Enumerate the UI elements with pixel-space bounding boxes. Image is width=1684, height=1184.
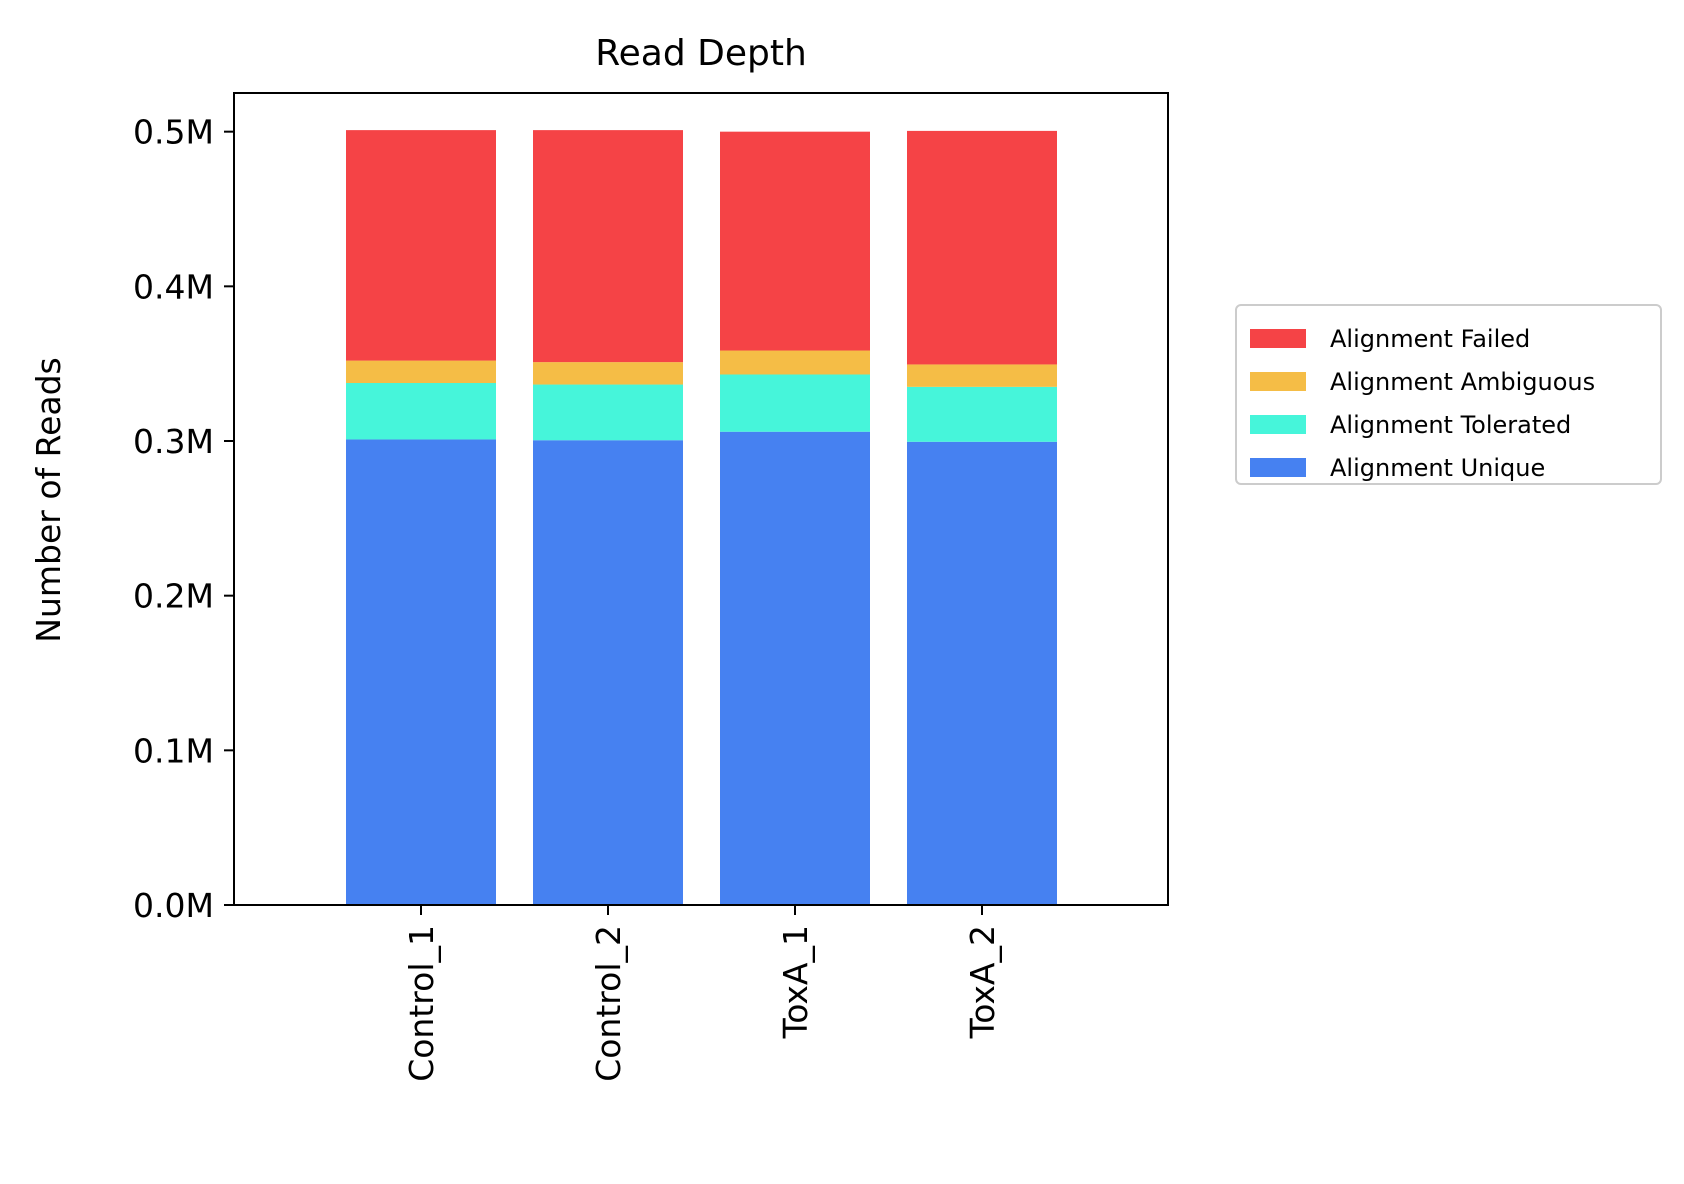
legend-label: Alignment Ambiguous — [1330, 368, 1595, 396]
legend-swatch — [1250, 415, 1306, 434]
bar-segment-alignment-tolerated-toxa_1 — [720, 374, 870, 432]
x-tick-label: Control_2 — [589, 925, 628, 1082]
plot-frame — [233, 92, 1169, 906]
bar-segment-alignment-failed-toxa_2 — [907, 130, 1057, 365]
y-tick-label: 0.0M — [133, 886, 214, 925]
bar-segment-alignment-unique-control_2 — [533, 440, 683, 905]
y-tick-label: 0.5M — [133, 113, 214, 152]
x-tick-label: Control_1 — [402, 925, 441, 1082]
chart-title: Read Depth — [595, 33, 807, 74]
bar-segment-alignment-ambiguous-toxa_1 — [720, 350, 870, 375]
bar-segment-alignment-tolerated-control_2 — [533, 384, 683, 441]
y-tick-label: 0.3M — [133, 422, 214, 461]
bar-segment-alignment-ambiguous-control_1 — [346, 360, 496, 383]
legend-box — [1235, 304, 1662, 485]
bar-segment-alignment-failed-toxa_1 — [720, 131, 870, 351]
legend-label: Alignment Unique — [1330, 454, 1545, 482]
y-tick-label: 0.2M — [133, 577, 214, 616]
legend-swatch — [1250, 458, 1306, 477]
bar-segment-alignment-ambiguous-control_2 — [533, 362, 683, 385]
bar-segment-alignment-tolerated-control_1 — [346, 383, 496, 440]
legend-label: Alignment Tolerated — [1330, 411, 1571, 439]
bar-segment-alignment-failed-control_1 — [346, 130, 496, 361]
legend-label: Alignment Failed — [1330, 325, 1530, 353]
legend-swatch — [1250, 372, 1306, 391]
legend: Alignment Failed Alignment Ambiguous Align… — [1235, 304, 1662, 485]
axes-layer: 0.0M 0.1M 0.2M 0.3M 0.4M 0.5M Control_1 Control… — [133, 92, 1169, 1082]
bar-segment-alignment-tolerated-toxa_2 — [907, 386, 1057, 442]
bar-segment-alignment-unique-toxa_1 — [720, 431, 870, 905]
y-axis-label: Number of Reads — [29, 357, 68, 642]
y-tick-label: 0.4M — [133, 267, 214, 306]
bar-segment-alignment-unique-control_1 — [346, 439, 496, 905]
bars-layer — [346, 130, 1057, 905]
bar-segment-alignment-unique-toxa_2 — [907, 441, 1057, 905]
bar-segment-alignment-ambiguous-toxa_2 — [907, 364, 1057, 387]
x-tick-label: ToxA_2 — [963, 925, 1002, 1039]
bar-segment-alignment-failed-control_2 — [533, 130, 683, 363]
x-tick-label: ToxA_1 — [776, 925, 815, 1039]
y-tick-label: 0.1M — [133, 731, 214, 770]
legend-swatch — [1250, 329, 1306, 348]
